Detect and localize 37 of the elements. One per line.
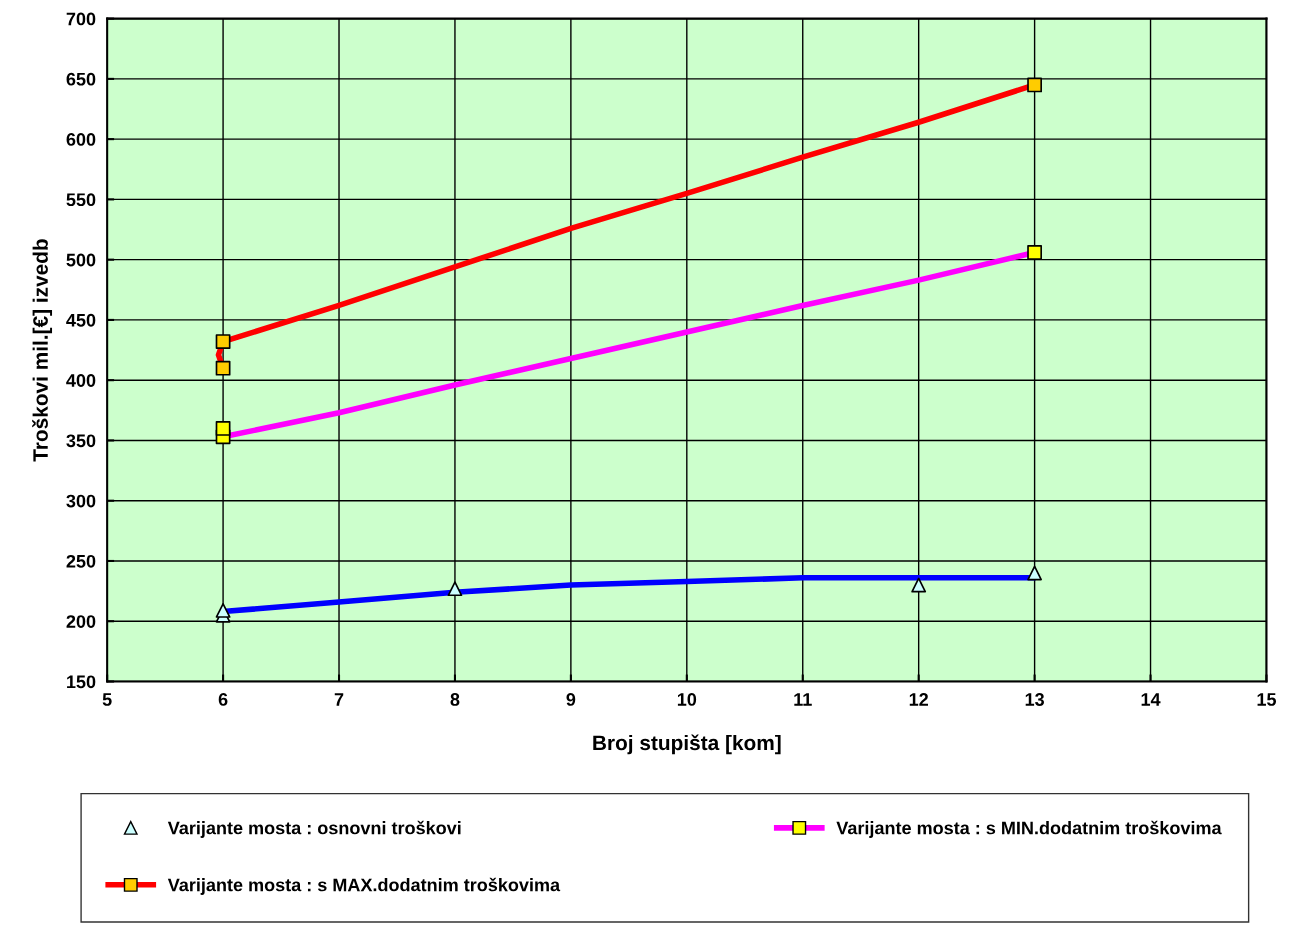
x-tick-label: 8 — [450, 693, 460, 706]
legend-label: Varijante mosta : osnovni troškovi — [167, 820, 461, 838]
x-tick-label: 11 — [794, 693, 812, 706]
y-tick-label: 500 — [66, 253, 96, 267]
point — [1027, 245, 1043, 260]
point — [215, 360, 231, 376]
legend-label: Varijante mosta : s MAX.dodatnim troškovima — [167, 877, 561, 895]
y-axis-title: Troškovi mil.[€] izvedb — [32, 239, 53, 462]
x-tick-label: 9 — [566, 693, 576, 706]
y-tick-label: 450 — [66, 313, 96, 327]
x-tick-label: 5 — [102, 693, 112, 706]
x-axis-title: Broj stupišta [kom] — [593, 734, 781, 755]
y-tick-label: 250 — [66, 554, 96, 568]
point — [1027, 77, 1043, 93]
x-tick-label: 6 — [218, 693, 228, 706]
x-tick-label: 15 — [1257, 693, 1277, 706]
y-tick-label: 650 — [66, 72, 96, 86]
y-tick-label: 300 — [66, 494, 96, 508]
point — [215, 334, 231, 350]
y-tick-label: 600 — [66, 133, 96, 146]
y-tick-label: 200 — [66, 615, 96, 628]
y-tick-label: 700 — [66, 12, 96, 26]
point — [215, 602, 231, 618]
y-tick-label: 400 — [66, 374, 96, 387]
x-tick-label: 14 — [1141, 693, 1161, 706]
y-tick-label: 150 — [67, 675, 96, 689]
x-tick-label: 10 — [677, 693, 697, 706]
point — [911, 577, 927, 593]
x-tick-label: 7 — [334, 693, 344, 706]
x-tick-label: 13 — [1025, 693, 1044, 706]
point — [447, 581, 463, 597]
y-tick-label: 350 — [66, 434, 96, 448]
legend-label: Varijante mosta : s MIN.dodatnim troškovima — [836, 820, 1222, 838]
y-tick-label: 550 — [66, 193, 96, 207]
point — [1027, 565, 1043, 581]
point — [215, 420, 231, 436]
x-tick-label: 12 — [909, 693, 928, 706]
